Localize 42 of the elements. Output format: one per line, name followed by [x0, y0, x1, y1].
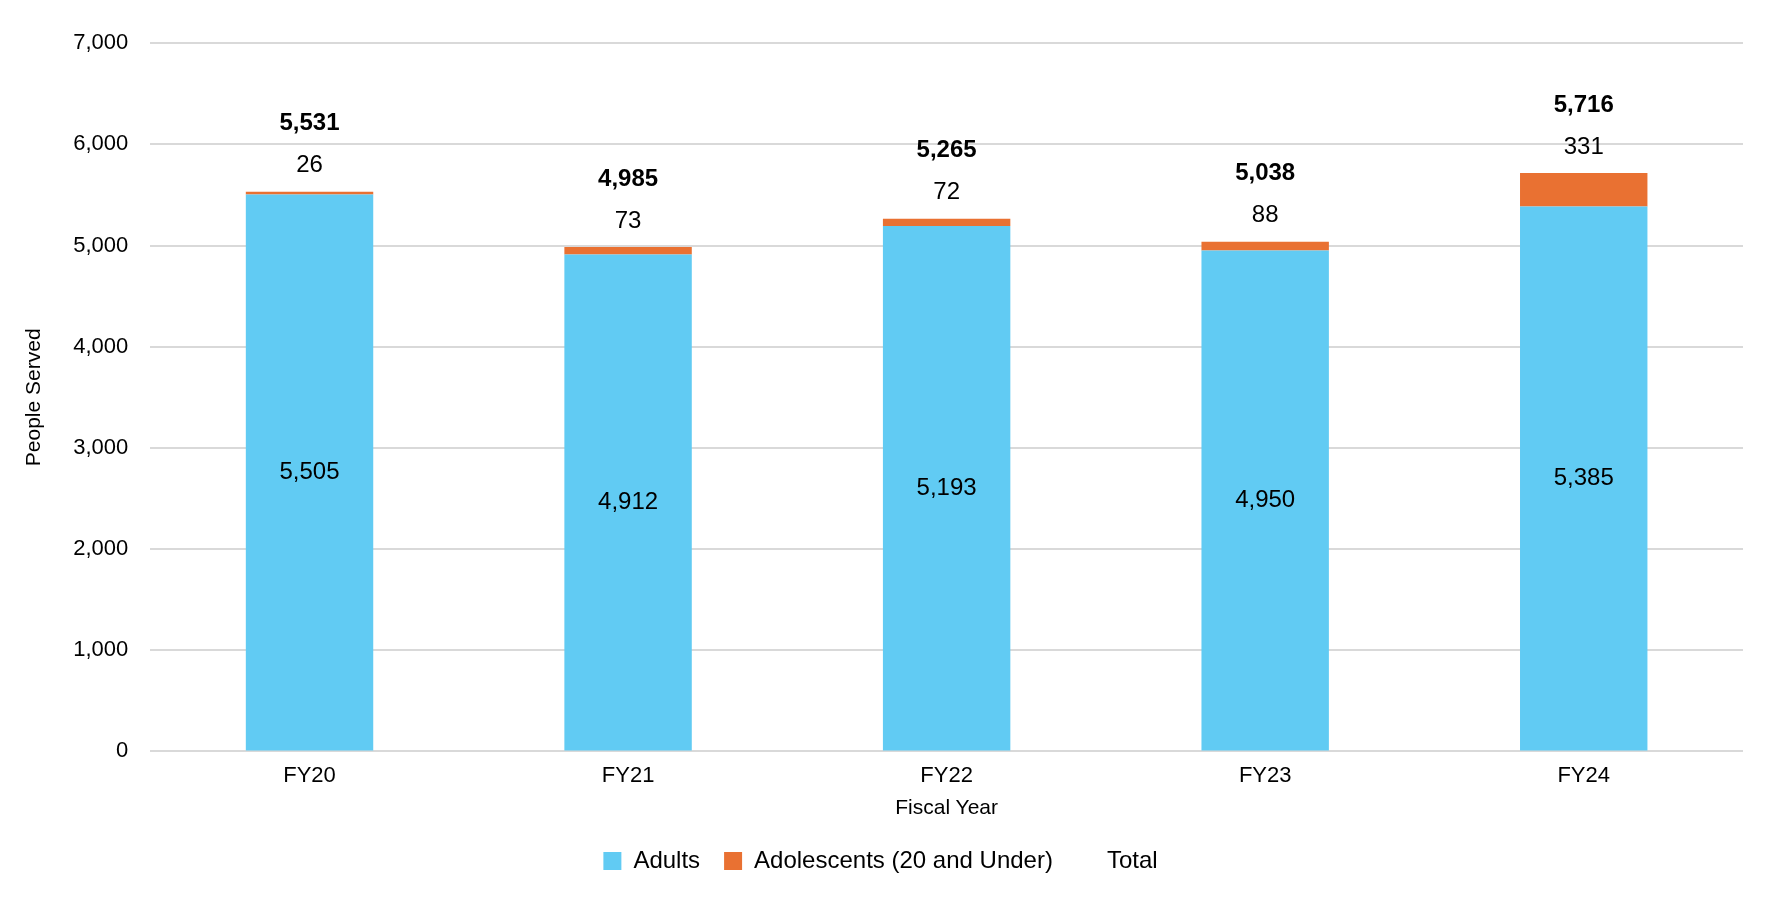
total-label: 5,038 — [1235, 158, 1296, 186]
data-label: 88 — [1251, 200, 1279, 228]
y-axis-title: People Served — [21, 328, 45, 467]
x-axis-title: Fiscal Year — [895, 795, 998, 819]
data-label: 5,193 — [916, 472, 977, 500]
y-tick-label: 7,000 — [73, 29, 129, 55]
y-tick-label: 1,000 — [73, 636, 129, 662]
x-tick-label: FY22 — [920, 761, 973, 787]
legend-label: Adults — [633, 845, 701, 873]
bar — [564, 247, 692, 255]
x-tick-label: FY20 — [283, 761, 336, 787]
bar — [1520, 206, 1648, 751]
data-label: 4,912 — [598, 487, 659, 515]
total-label: 5,716 — [1553, 89, 1614, 117]
y-tick-label: 3,000 — [73, 433, 129, 459]
y-tick-label: 4,000 — [73, 332, 129, 358]
total-label: 5,531 — [279, 108, 340, 136]
data-label: 4,950 — [1235, 485, 1296, 513]
total-label: 4,985 — [598, 163, 659, 191]
data-label: 72 — [933, 177, 960, 205]
y-tick-label: 0 — [116, 737, 129, 763]
x-tick-label: FY21 — [601, 761, 655, 787]
bar — [882, 218, 1011, 227]
x-tick-label: FY23 — [1238, 761, 1292, 787]
y-tick-label: 5,000 — [73, 231, 129, 257]
bar — [564, 254, 692, 751]
legend-label: Adolescents (20 and Under) — [754, 845, 1053, 873]
bar — [1201, 241, 1329, 251]
text: Total — [1106, 845, 1158, 873]
data-label: 5,505 — [279, 457, 340, 485]
y-tick-label: 6,000 — [73, 130, 129, 156]
total-label: 5,265 — [916, 135, 977, 163]
bar — [245, 194, 374, 751]
bar — [1201, 250, 1329, 751]
data-label: 5,385 — [1553, 463, 1614, 491]
data-label: 26 — [296, 150, 323, 178]
bar — [882, 226, 1011, 751]
data-label: 73 — [614, 205, 642, 233]
data-label: 331 — [1563, 131, 1604, 159]
x-tick-label: FY24 — [1557, 761, 1611, 787]
y-tick-label: 2,000 — [73, 535, 129, 561]
bar — [1520, 173, 1648, 207]
